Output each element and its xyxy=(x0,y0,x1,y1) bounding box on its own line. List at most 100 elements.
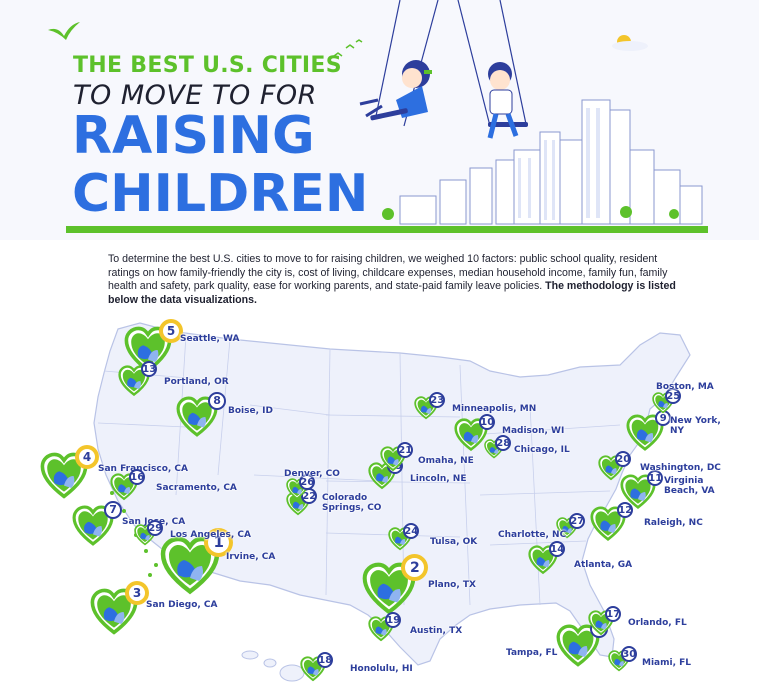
intro-paragraph: To determine the best U.S. cities to mov… xyxy=(108,253,688,307)
city-label-10: Madison, WI xyxy=(502,420,564,438)
city-label-11: Virginia Beach, VA xyxy=(664,476,715,498)
header-banner: THE BEST U.S. CITIES TO MOVE TO FOR RAIS… xyxy=(0,0,759,240)
heart-icon xyxy=(118,365,150,397)
city-label-2: Plano, TX xyxy=(428,574,476,592)
city-label-20: Washington, DC xyxy=(640,457,721,475)
city-name: Colorado Springs, CO xyxy=(322,493,382,513)
rank-badge: 28 xyxy=(495,435,512,451)
small-birds-icon xyxy=(333,39,363,57)
city-label-12: Raleigh, NC xyxy=(644,512,703,530)
title-line-1: THE BEST U.S. CITIES xyxy=(73,53,342,78)
skyline-illustration xyxy=(359,0,703,225)
title-line-3: RAISING xyxy=(72,106,315,166)
rank-badge: 26 xyxy=(299,474,316,490)
city-name: Irvine, CA xyxy=(226,552,276,562)
heart-icon xyxy=(368,462,396,490)
city-label-5: Seattle, WA xyxy=(180,328,240,346)
city-label-22: Colorado Springs, CO xyxy=(322,493,381,515)
rank-badge: 9 xyxy=(655,410,672,426)
city-name: Honolulu, HI xyxy=(350,664,413,674)
rank-badge: 18 xyxy=(317,652,334,668)
city-name: Charlotte, NC xyxy=(498,530,567,540)
heart-icon xyxy=(590,506,626,541)
city-name: New York, NY xyxy=(670,416,721,436)
rank-badge: 2 xyxy=(403,556,427,580)
city-name: Madison, WI xyxy=(502,426,565,436)
rank-badge: 24 xyxy=(403,523,420,539)
intro-text: To determine the best U.S. cities to mov… xyxy=(108,253,668,292)
rank-badge: 5 xyxy=(161,321,181,341)
heart-icon xyxy=(556,624,600,667)
city-name: Minneapolis, MN xyxy=(452,404,537,414)
city-name: Tampa, FL xyxy=(506,648,558,658)
city-label-29: Los Angeles, CA xyxy=(170,524,251,542)
heart-icon xyxy=(176,396,218,437)
rank-badge: 29 xyxy=(147,520,164,536)
city-name: Plano, TX xyxy=(428,580,476,590)
rank-badge: 8 xyxy=(208,391,227,410)
city-name: Tulsa, OK xyxy=(430,537,478,547)
city-label-14: Atlanta, GA xyxy=(574,554,632,572)
heart-icon xyxy=(454,418,488,452)
heart-icon xyxy=(362,562,416,615)
rank-badge: 1 xyxy=(206,529,232,555)
city-name: Washington, DC xyxy=(640,463,721,473)
city-label-30: Miami, FL xyxy=(642,652,691,670)
city-label-1: Irvine, CA xyxy=(226,546,275,564)
heart-icon xyxy=(300,656,326,682)
city-name: Orlando, FL xyxy=(628,618,687,628)
city-label-24: Tulsa, OK xyxy=(430,531,477,549)
title-line-4: CHILDREN xyxy=(72,164,369,224)
rank-badge: 25 xyxy=(665,388,682,404)
title-underline xyxy=(66,226,708,233)
city-label-16: Sacramento, CA xyxy=(156,477,237,495)
bird-icon xyxy=(48,22,80,40)
intro-methodology-note: The methodology is listed below the data… xyxy=(108,280,676,306)
rank-badge: 4 xyxy=(77,447,97,467)
rank-badge: 27 xyxy=(569,513,586,529)
city-label-23: Minneapolis, MN xyxy=(452,398,536,416)
city-name: Atlanta, GA xyxy=(574,560,633,570)
heart-icon xyxy=(124,326,172,373)
city-name: Austin, TX xyxy=(410,626,463,636)
rank-badge: 7 xyxy=(104,500,123,519)
city-name: Los Angeles, CA xyxy=(170,530,251,540)
title-line-2: TO MOVE TO FOR xyxy=(73,80,317,111)
city-label-13: Portland, OR xyxy=(164,371,229,389)
rank-badge: 19 xyxy=(385,612,402,628)
city-label-21: Omaha, NE xyxy=(418,450,474,468)
city-name: Virginia Beach, VA xyxy=(664,476,715,496)
city-label-15: Lincoln, NE xyxy=(410,468,466,486)
city-label-3: San Diego, CA xyxy=(146,594,218,612)
girl-on-swing-icon xyxy=(359,60,432,121)
city-name: Boise, ID xyxy=(228,406,273,416)
city-label-9: New York, NY xyxy=(670,416,721,438)
city-label-8: Boise, ID xyxy=(228,400,273,418)
city-name: Omaha, NE xyxy=(418,456,474,466)
rank-badge: 3 xyxy=(127,583,147,603)
city-name: San Diego, CA xyxy=(146,600,218,610)
rank-badge: 21 xyxy=(397,442,414,458)
city-label-4: San Francisco, CA xyxy=(98,458,188,476)
city-name: Boston, MA xyxy=(656,382,714,392)
city-name: San Francisco, CA xyxy=(98,464,189,474)
city-label-19: Austin, TX xyxy=(410,620,462,638)
heart-icon xyxy=(40,452,88,499)
city-label-26: Denver, CO xyxy=(284,463,340,481)
rank-badge: 20 xyxy=(615,451,632,467)
boy-on-swing-icon xyxy=(487,62,528,139)
city-name: Seattle, WA xyxy=(180,334,240,344)
rank-badge: 23 xyxy=(429,392,446,408)
city-name: Miami, FL xyxy=(642,658,692,668)
rank-badge: 11 xyxy=(647,470,664,486)
rank-badge: 16 xyxy=(129,469,146,485)
rank-badge: 13 xyxy=(141,361,158,377)
rank-badge: 30 xyxy=(621,646,638,662)
rank-badge: 12 xyxy=(617,502,634,518)
city-name: Lincoln, NE xyxy=(410,474,467,484)
city-name: Raleigh, NC xyxy=(644,518,703,528)
city-name: Denver, CO xyxy=(284,469,340,479)
city-name: Chicago, IL xyxy=(514,445,570,455)
rank-badge: 17 xyxy=(605,606,622,622)
city-label-28: Chicago, IL xyxy=(514,439,570,457)
